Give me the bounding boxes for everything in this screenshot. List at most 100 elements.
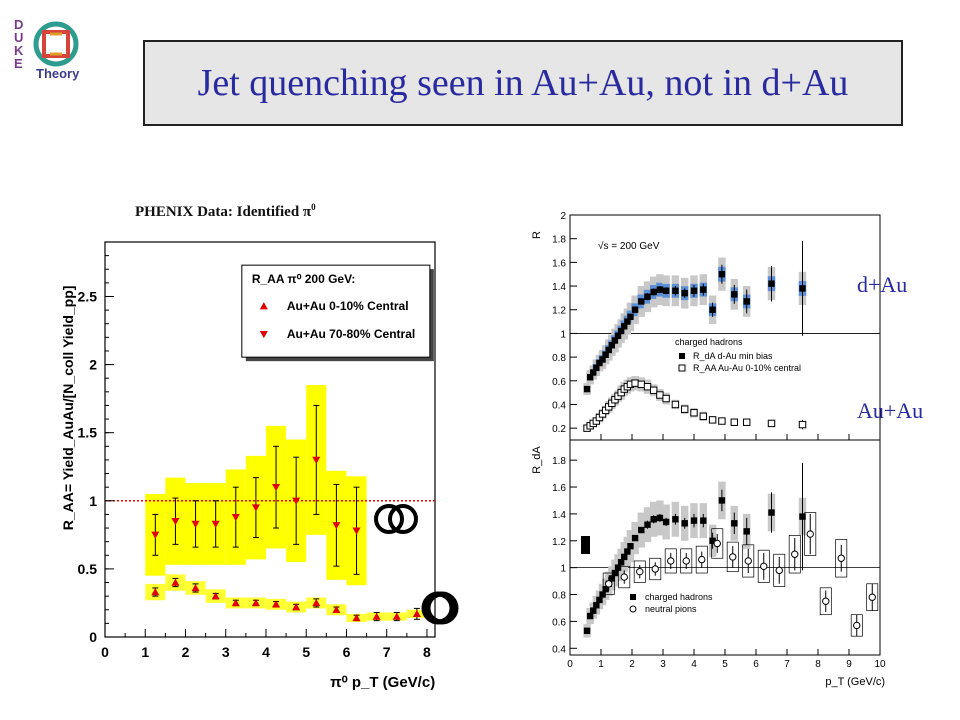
data-point xyxy=(718,271,726,278)
legend: R_AA π⁰ 200 GeV: Au+Au 0-10% Central Au+Au… xyxy=(241,264,434,362)
data-point xyxy=(650,288,657,296)
series-points-0 xyxy=(583,462,806,635)
data-point xyxy=(608,575,616,582)
data-point xyxy=(312,598,321,607)
legend-entry: Au+Au 70-80% Central xyxy=(287,327,415,341)
data-point xyxy=(708,416,717,424)
systematic-band xyxy=(819,587,832,616)
data-point xyxy=(656,286,664,293)
data-point xyxy=(620,573,628,581)
series-points-0 xyxy=(583,241,806,393)
legend-marker xyxy=(679,353,685,359)
x-tick-label: 1 xyxy=(598,659,604,670)
systematic-band xyxy=(726,541,739,573)
phenix-caption-text: PHENIX Data: Identified π xyxy=(135,204,312,220)
y-tick-label: 1.8 xyxy=(552,456,566,467)
energy-annotation: √s = 200 GeV xyxy=(598,240,660,252)
data-point xyxy=(806,530,814,538)
data-point xyxy=(743,528,750,535)
data-point xyxy=(698,555,706,564)
x-tick-label: 3 xyxy=(222,644,230,660)
x-tick-label: 6 xyxy=(753,659,759,670)
data-point xyxy=(643,383,652,391)
data-point xyxy=(775,566,783,575)
y-tick-label: 0.8 xyxy=(552,353,566,364)
duke-theory-logo: D U K E Theory xyxy=(10,12,90,82)
data-point xyxy=(651,565,659,573)
systematic-band xyxy=(618,565,631,589)
legend-box xyxy=(241,264,431,358)
legend-entry: Au+Au 0-10% Central xyxy=(287,299,409,313)
x-tick-label: 2 xyxy=(629,659,635,670)
series-points-0 xyxy=(151,577,421,622)
data-point xyxy=(211,520,220,528)
data-point xyxy=(272,483,281,492)
systematic-band xyxy=(773,553,786,587)
y-tick-label: 1.6 xyxy=(552,483,566,494)
data-point xyxy=(292,497,301,505)
data-point xyxy=(730,418,739,426)
data-point xyxy=(718,497,726,504)
x-tick-label: 1 xyxy=(141,644,149,660)
data-point xyxy=(231,513,240,522)
data-point xyxy=(312,456,321,464)
data-point xyxy=(700,286,707,293)
legend-entry: R_dA d-Au min bias xyxy=(693,351,773,361)
data-point xyxy=(760,562,768,571)
legend-entry: R_AA Au-Au 0-10% central xyxy=(693,363,801,373)
data-point xyxy=(671,400,680,409)
y-tick-label: 0.2 xyxy=(552,424,566,435)
data-point xyxy=(624,318,631,325)
x-tick-label: 8 xyxy=(815,659,821,670)
phenix-caption: PHENIX Data: Identified π0 xyxy=(135,202,316,221)
data-point xyxy=(631,379,639,387)
data-point xyxy=(599,356,606,363)
data-point xyxy=(292,603,301,611)
y-tick-label: 2 xyxy=(560,211,566,222)
data-point xyxy=(590,369,597,376)
data-point xyxy=(372,612,381,620)
systematic-band xyxy=(602,572,615,595)
y-tick-label: 1.6 xyxy=(552,258,566,269)
legend-entry: charged hadrons xyxy=(645,592,713,602)
x-tick-label: 7 xyxy=(784,659,790,670)
data-point xyxy=(713,539,721,548)
raa-pi0-chart: 0 1 2 3 4 5 6 7 8 0 0.5 1 1.5 2 2.5 π⁰ p_T (GeV/c) R_AA=… xyxy=(60,241,436,691)
data-point xyxy=(690,517,698,524)
data-point xyxy=(614,564,622,571)
data-point xyxy=(605,346,612,354)
single-ring-symbol xyxy=(421,591,459,625)
data-point xyxy=(709,537,716,544)
x-tick-label: 3 xyxy=(660,659,666,670)
x-axis-label: π⁰ p_T (GeV/c) xyxy=(330,674,435,691)
data-point xyxy=(251,504,260,512)
series-points-1 xyxy=(583,379,807,432)
y-tick-label: 1 xyxy=(560,564,566,575)
data-point xyxy=(682,557,690,565)
data-point xyxy=(700,517,707,524)
slide-title-box: Jet quenching seen in Au+Au, not in d+Au xyxy=(143,40,903,126)
data-point xyxy=(352,527,361,535)
data-point xyxy=(731,291,738,298)
legend-marker xyxy=(630,594,636,600)
series-1 xyxy=(602,512,879,637)
y-tick-label: 2 xyxy=(89,357,97,373)
x-tick-label: 9 xyxy=(846,659,852,670)
y-tick-label: 1.2 xyxy=(552,306,566,317)
y-axis-label: R_dA xyxy=(531,446,543,474)
data-point xyxy=(631,306,639,313)
data-point xyxy=(853,621,861,630)
data-point xyxy=(731,520,738,527)
data-point xyxy=(171,578,180,586)
y-tick-label: 1.8 xyxy=(552,235,566,246)
data-point xyxy=(602,351,609,358)
legend-marker xyxy=(629,605,637,613)
data-point xyxy=(151,531,160,539)
legend-marker xyxy=(678,364,686,372)
legend-title: R_AA π⁰ 200 GeV: xyxy=(252,272,356,286)
data-point xyxy=(644,293,651,300)
data-point xyxy=(332,605,341,613)
x-tick-label: 0 xyxy=(101,644,109,660)
data-point xyxy=(681,520,688,527)
y-tick-label: 1.4 xyxy=(552,282,566,293)
